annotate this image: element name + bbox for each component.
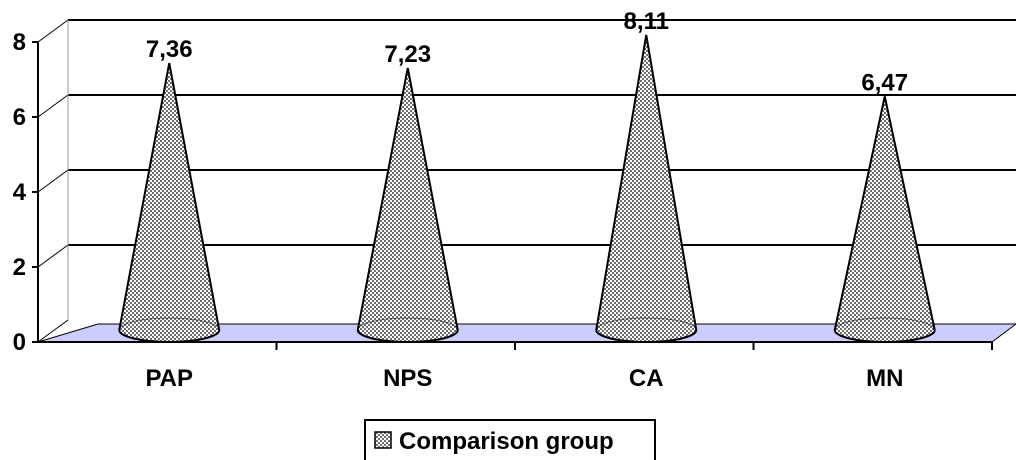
gridline-depth bbox=[37, 319, 69, 343]
y-tick-label: 6 bbox=[13, 104, 26, 131]
y-tick-label: 2 bbox=[13, 254, 26, 281]
gridline-depth bbox=[37, 244, 69, 268]
cone-base-edge bbox=[834, 317, 936, 331]
data-label-pap: 7,36 bbox=[146, 36, 193, 63]
cone-base-edge bbox=[118, 317, 220, 331]
y-tick-label: 0 bbox=[13, 329, 26, 356]
y-axis: 0 2 4 6 8 bbox=[13, 29, 993, 356]
cone-mn bbox=[833, 96, 936, 343]
data-label-mn: 6,47 bbox=[861, 69, 908, 96]
gridline-depth bbox=[37, 19, 69, 43]
data-label-nps: 7,23 bbox=[384, 41, 431, 68]
x-tick-label-ca: CA bbox=[629, 365, 664, 392]
legend-label: Comparison group bbox=[399, 428, 614, 455]
labels: 7,36 PAP 7,23 NPS 8,11 CA 6,47 MN bbox=[145, 8, 908, 392]
y-tick-label: 8 bbox=[13, 29, 26, 56]
data-label-ca: 8,11 bbox=[624, 8, 669, 35]
cone-nps bbox=[356, 67, 459, 343]
cone-base-edge bbox=[595, 317, 697, 331]
x-tick-label-pap: PAP bbox=[145, 365, 193, 392]
x-tick-label-nps: NPS bbox=[383, 365, 432, 392]
legend-swatch bbox=[374, 431, 392, 449]
cone-base-edge bbox=[357, 317, 459, 331]
legend: Comparison group bbox=[364, 419, 656, 460]
gridline-depth bbox=[37, 94, 69, 118]
cone-pap bbox=[118, 62, 221, 343]
cones bbox=[118, 34, 936, 343]
legend-box bbox=[364, 419, 656, 460]
x-tick-label-mn: MN bbox=[866, 365, 903, 392]
cone-ca bbox=[595, 34, 698, 343]
y-tick-label: 4 bbox=[13, 179, 27, 206]
gridline-depth bbox=[37, 169, 69, 193]
